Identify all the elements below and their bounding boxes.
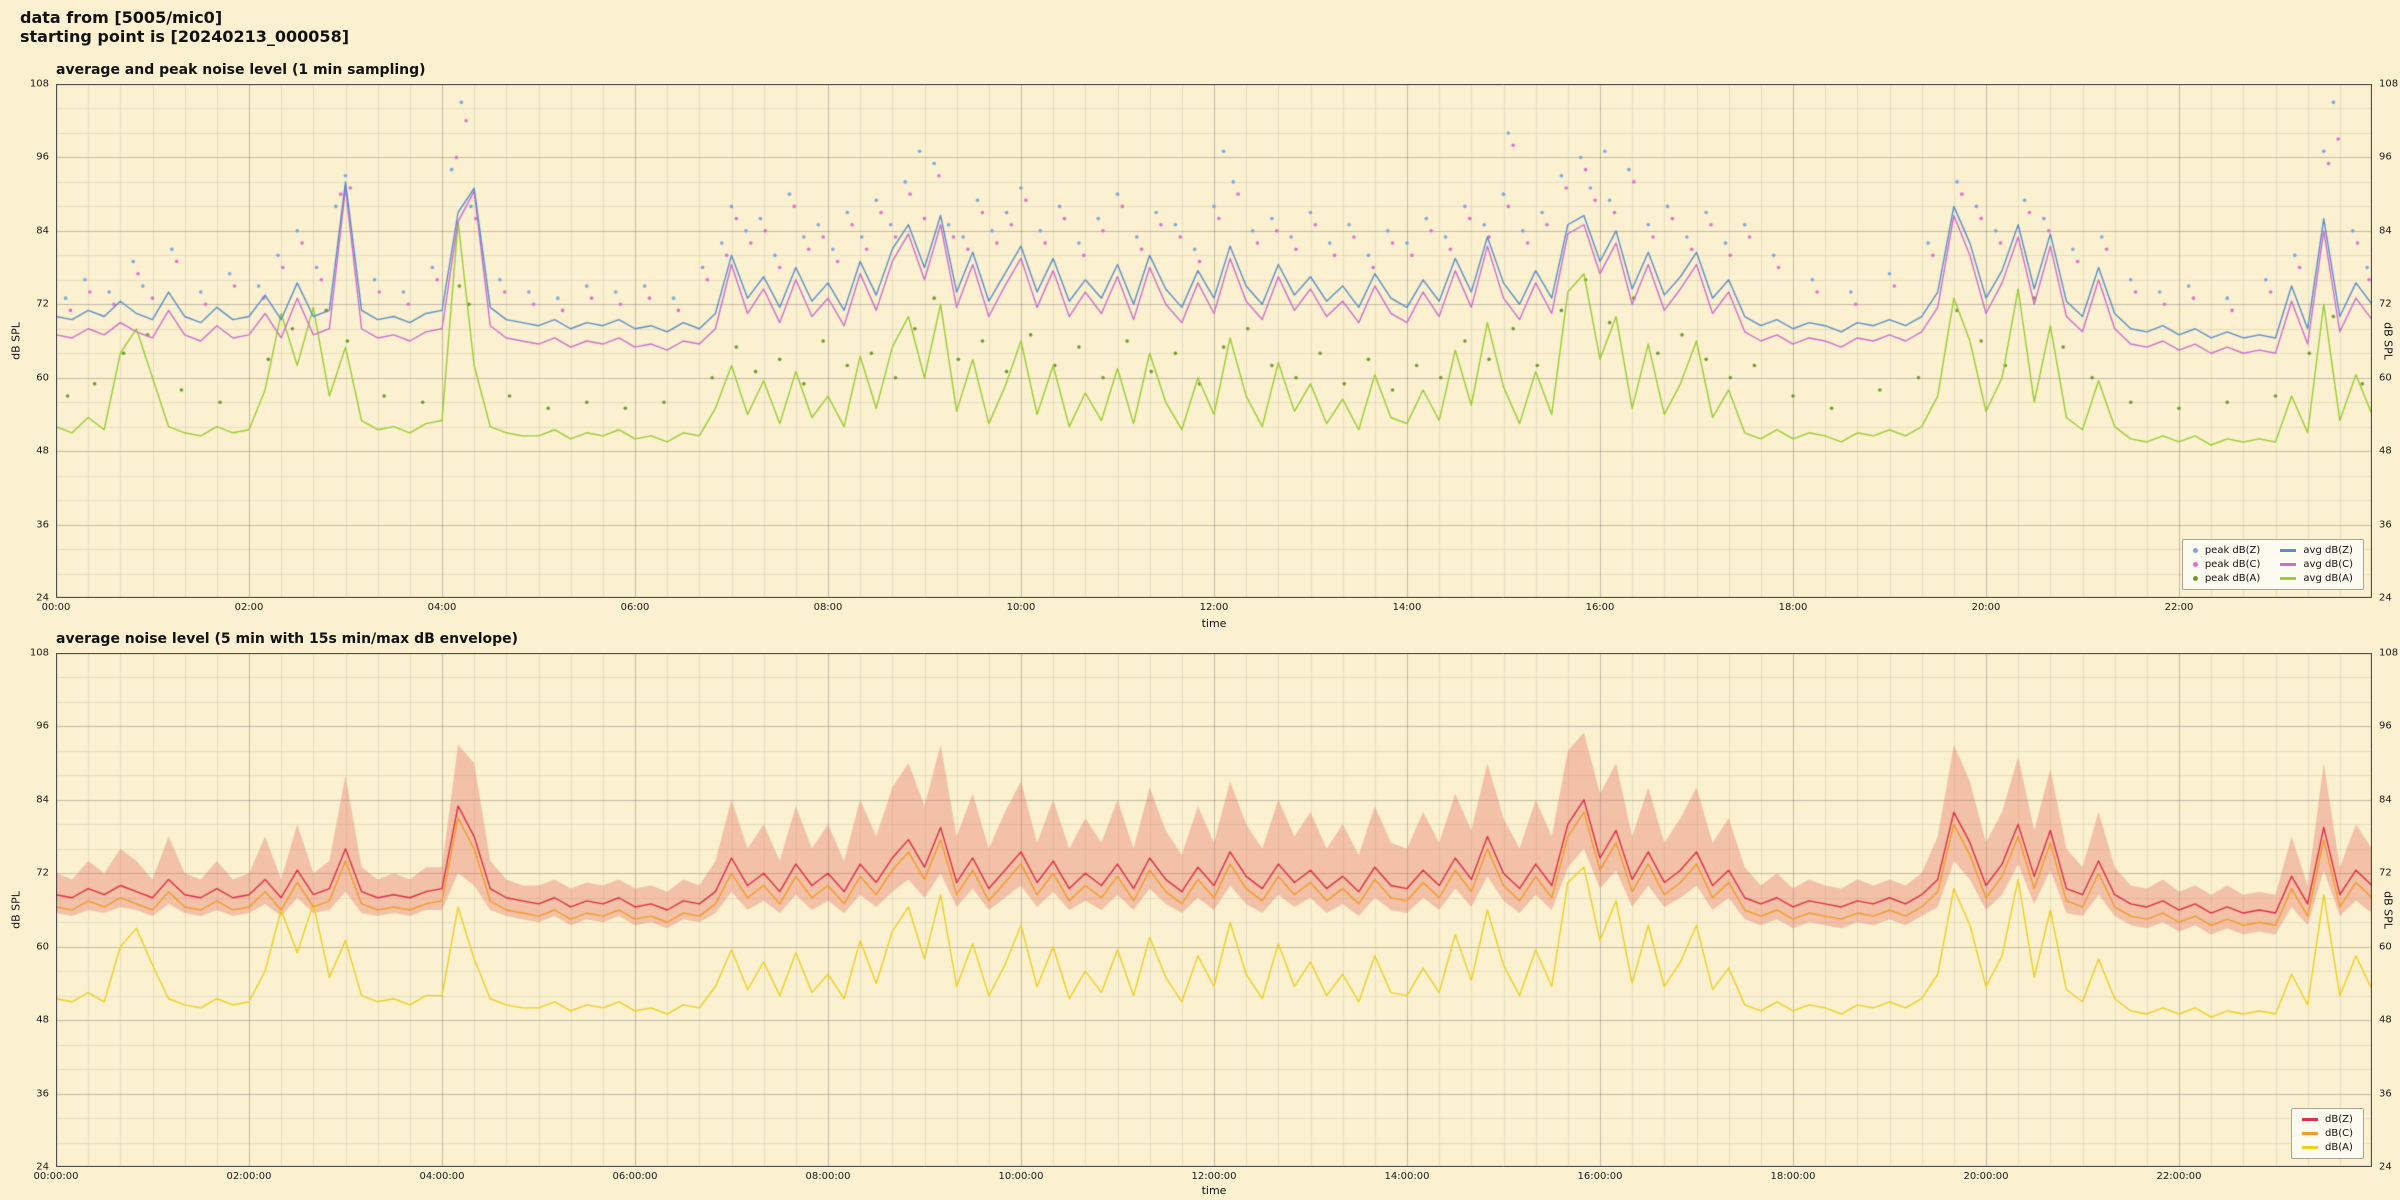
y-tick-label-right: 72 — [2379, 867, 2392, 879]
x-tick-label: 14:00 — [1392, 602, 1422, 613]
legend-item-dbz: dB(Z) — [2302, 1114, 2353, 1125]
y-tick-label-left: 24 — [36, 1161, 49, 1173]
y-tick-label-right: 96 — [2379, 151, 2392, 163]
legend-item-dbc: dB(C) — [2302, 1128, 2353, 1139]
x-tick-label: 18:00:00 — [1770, 1171, 1816, 1182]
x-tick-label: 12:00:00 — [1191, 1171, 1237, 1182]
y-tick-label-left: 24 — [36, 592, 49, 604]
y-axis-label-right-bottom: dB SPL — [2381, 891, 2395, 929]
x-tick-label: 08:00 — [813, 602, 843, 613]
y-axis-label-left-top: dB SPL — [9, 322, 23, 360]
avg-dba-marker-icon — [2280, 577, 2297, 580]
avg-envelope-plot: dB(Z) dB(C) dB(A) — [56, 653, 2372, 1167]
x-tick-label: 10:00:00 — [998, 1171, 1044, 1182]
legend-item-dba: dB(A) — [2302, 1142, 2353, 1153]
peak-dbc-marker-icon — [2192, 562, 2198, 567]
y-tick-label-left: 48 — [36, 445, 49, 457]
x-tick-label: 02:00 — [234, 602, 264, 613]
y-tick-label-right: 60 — [2379, 372, 2392, 384]
legend-item-avg-dbc: avg dB(C) — [2280, 559, 2353, 570]
data-source-label: data from [5005/mic0] — [20, 8, 223, 27]
x-tick-label: 00:00:00 — [33, 1171, 79, 1182]
y-tick-label-left: 72 — [36, 867, 49, 879]
figure-header: data from [5005/mic0] starting point is … — [20, 8, 349, 46]
x-tick-label: 12:00 — [1199, 602, 1229, 613]
avg-dbz-marker-icon — [2280, 549, 2297, 552]
y-tick-label-left: 36 — [36, 1088, 49, 1100]
y-tick-label-right: 24 — [2379, 592, 2392, 604]
y-tick-label-left: 72 — [36, 298, 49, 310]
x-tick-label: 18:00 — [1778, 602, 1808, 613]
y-tick-label-left: 36 — [36, 519, 49, 531]
y-tick-label-right: 96 — [2379, 720, 2392, 732]
x-axis-label-top: time — [1201, 617, 1227, 630]
peak-dba-marker-icon — [2192, 576, 2198, 581]
legend-item-avg-dba: avg dB(A) — [2280, 573, 2353, 584]
y-tick-label-right: 36 — [2379, 1088, 2392, 1100]
x-tick-label: 04:00 — [427, 602, 457, 613]
y-tick-label-left: 108 — [29, 78, 49, 90]
y-axis-label-left-bottom: dB SPL — [9, 891, 23, 929]
y-tick-label-right: 24 — [2379, 1161, 2392, 1173]
chart-title-top: average and peak noise level (1 min samp… — [56, 62, 426, 78]
y-tick-label-right: 84 — [2379, 794, 2392, 806]
y-tick-label-right: 84 — [2379, 225, 2392, 237]
x-tick-label: 00:00 — [41, 602, 71, 613]
x-tick-label: 16:00 — [1585, 602, 1615, 613]
y-tick-label-left: 96 — [36, 151, 49, 163]
y-tick-label-left: 84 — [36, 225, 49, 237]
legend-item-avg-dbz: avg dB(Z) — [2280, 545, 2353, 556]
y-tick-label-right: 36 — [2379, 519, 2392, 531]
legend-bottom: dB(Z) dB(C) dB(A) — [2291, 1108, 2364, 1159]
legend-item-peak-dbc: peak dB(C) — [2192, 559, 2260, 570]
y-axis-label-right-top: dB SPL — [2381, 322, 2395, 360]
legend-item-peak-dbz: peak dB(Z) — [2192, 545, 2261, 556]
y-tick-label-left: 108 — [29, 647, 49, 659]
legend-item-peak-dba: peak dB(A) — [2192, 573, 2261, 584]
y-tick-label-right: 72 — [2379, 298, 2392, 310]
x-tick-label: 04:00:00 — [419, 1171, 465, 1182]
start-point-label: starting point is [20240213_000058] — [20, 27, 350, 46]
x-tick-label: 06:00 — [620, 602, 650, 613]
y-tick-label-left: 96 — [36, 720, 49, 732]
avg-peak-plot: peak dB(Z) peak dB(C) peak dB(A) avg dB(… — [56, 84, 2372, 598]
x-tick-label: 08:00:00 — [805, 1171, 851, 1182]
x-tick-label: 10:00 — [1006, 602, 1036, 613]
avg-dbc-marker-icon — [2280, 563, 2297, 566]
y-tick-label-right: 48 — [2379, 1014, 2392, 1026]
x-tick-label: 14:00:00 — [1384, 1171, 1430, 1182]
y-tick-label-right: 60 — [2379, 941, 2392, 953]
y-tick-label-left: 60 — [36, 941, 49, 953]
avg-envelope-chart-canvas — [56, 653, 2372, 1167]
chart-title-bottom: average noise level (5 min with 15s min/… — [56, 631, 519, 647]
x-tick-label: 22:00:00 — [2156, 1171, 2202, 1182]
dbc-marker-icon — [2302, 1132, 2318, 1135]
dba-marker-icon — [2302, 1146, 2318, 1149]
y-tick-label-left: 84 — [36, 794, 49, 806]
x-tick-label: 20:00:00 — [1963, 1171, 2009, 1182]
x-tick-label: 16:00:00 — [1577, 1171, 1623, 1182]
x-tick-label: 06:00:00 — [612, 1171, 658, 1182]
peak-dbz-marker-icon — [2192, 548, 2198, 553]
x-axis-label-bottom: time — [1201, 1184, 1227, 1197]
x-tick-label: 02:00:00 — [226, 1171, 272, 1182]
dbz-marker-icon — [2302, 1118, 2318, 1121]
x-tick-label: 20:00 — [1971, 602, 2001, 613]
y-tick-label-left: 48 — [36, 1014, 49, 1026]
y-tick-label-right: 108 — [2379, 78, 2399, 90]
y-tick-label-left: 60 — [36, 372, 49, 384]
x-tick-label: 22:00 — [2164, 602, 2194, 613]
y-tick-label-right: 108 — [2379, 647, 2399, 659]
avg-peak-chart-canvas — [56, 84, 2372, 598]
legend-top: peak dB(Z) peak dB(C) peak dB(A) avg dB(… — [2181, 539, 2364, 590]
y-tick-label-right: 48 — [2379, 445, 2392, 457]
